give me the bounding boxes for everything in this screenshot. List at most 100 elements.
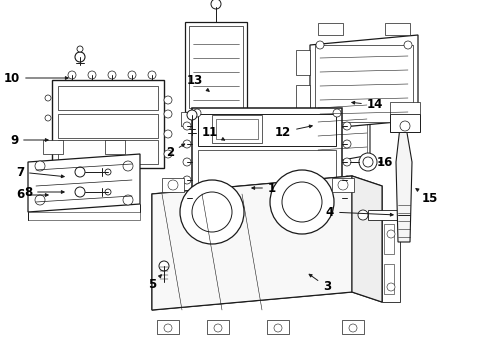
Text: 6: 6 — [16, 189, 48, 202]
Circle shape — [333, 199, 341, 207]
Circle shape — [193, 199, 201, 207]
Polygon shape — [28, 154, 140, 212]
Circle shape — [88, 71, 96, 79]
Circle shape — [358, 210, 368, 220]
Circle shape — [164, 130, 172, 138]
Bar — [58, 140, 158, 164]
Text: 3: 3 — [309, 274, 331, 293]
Bar — [384, 224, 394, 254]
Circle shape — [45, 115, 51, 121]
Circle shape — [180, 180, 244, 244]
Circle shape — [123, 195, 133, 205]
Bar — [296, 85, 310, 115]
Circle shape — [274, 324, 282, 332]
Polygon shape — [152, 176, 382, 310]
Circle shape — [192, 192, 232, 232]
Bar — [43, 140, 63, 154]
Bar — [256, 208, 268, 220]
Bar — [315, 45, 413, 122]
Bar — [58, 114, 158, 138]
Circle shape — [282, 182, 322, 222]
Circle shape — [343, 176, 351, 184]
Circle shape — [164, 324, 172, 332]
Bar — [342, 320, 364, 334]
Circle shape — [400, 121, 410, 131]
Circle shape — [404, 41, 412, 49]
Circle shape — [193, 109, 201, 117]
Bar — [274, 208, 286, 220]
Circle shape — [168, 180, 178, 190]
Bar — [390, 102, 420, 114]
Text: 1: 1 — [252, 181, 276, 194]
Text: 12: 12 — [275, 125, 312, 139]
Circle shape — [343, 140, 351, 148]
Circle shape — [105, 169, 111, 175]
Bar — [198, 114, 336, 146]
Circle shape — [404, 106, 412, 114]
Bar — [328, 208, 340, 220]
Circle shape — [333, 109, 341, 117]
Bar — [162, 178, 184, 192]
Circle shape — [214, 324, 222, 332]
Text: 13: 13 — [187, 73, 209, 91]
Circle shape — [108, 71, 116, 79]
Bar — [207, 320, 229, 334]
Circle shape — [316, 41, 324, 49]
Bar — [189, 26, 243, 108]
Circle shape — [164, 150, 172, 158]
Bar — [202, 208, 214, 220]
Text: 10: 10 — [4, 72, 68, 85]
Bar — [318, 96, 367, 162]
Text: 8: 8 — [24, 185, 64, 198]
Bar — [157, 320, 179, 334]
Circle shape — [159, 261, 169, 271]
Circle shape — [75, 52, 85, 62]
Bar — [385, 23, 410, 35]
Text: 16: 16 — [377, 156, 393, 168]
Circle shape — [363, 157, 373, 167]
Circle shape — [75, 167, 85, 177]
Circle shape — [45, 145, 51, 151]
Circle shape — [183, 176, 191, 184]
Bar — [238, 208, 250, 220]
Circle shape — [183, 194, 191, 202]
Circle shape — [359, 153, 377, 171]
Circle shape — [211, 0, 221, 9]
Text: 15: 15 — [416, 189, 438, 204]
Polygon shape — [396, 127, 412, 242]
Circle shape — [164, 96, 172, 104]
Bar — [332, 178, 354, 192]
Bar — [384, 264, 394, 294]
Circle shape — [35, 161, 45, 171]
Polygon shape — [52, 80, 164, 168]
Circle shape — [343, 194, 351, 202]
Text: 9: 9 — [10, 134, 48, 147]
Circle shape — [164, 110, 172, 118]
Bar — [318, 23, 343, 35]
Bar — [193, 124, 239, 132]
Bar — [292, 208, 304, 220]
Bar — [220, 208, 232, 220]
Bar — [390, 114, 420, 132]
Circle shape — [183, 122, 191, 130]
Bar — [310, 208, 322, 220]
Text: 7: 7 — [16, 166, 64, 179]
Circle shape — [343, 158, 351, 166]
Circle shape — [128, 71, 136, 79]
Circle shape — [343, 122, 351, 130]
Polygon shape — [152, 176, 352, 310]
Circle shape — [68, 71, 76, 79]
Circle shape — [75, 187, 85, 197]
Bar — [198, 150, 336, 202]
Text: 14: 14 — [352, 99, 383, 112]
Bar — [105, 140, 125, 154]
Circle shape — [349, 324, 357, 332]
Circle shape — [187, 110, 197, 120]
Bar — [368, 210, 398, 220]
Circle shape — [387, 283, 395, 291]
Bar — [28, 212, 140, 220]
Text: 11: 11 — [202, 126, 224, 140]
Circle shape — [387, 230, 395, 238]
Circle shape — [123, 161, 133, 171]
Text: 2: 2 — [166, 144, 185, 159]
